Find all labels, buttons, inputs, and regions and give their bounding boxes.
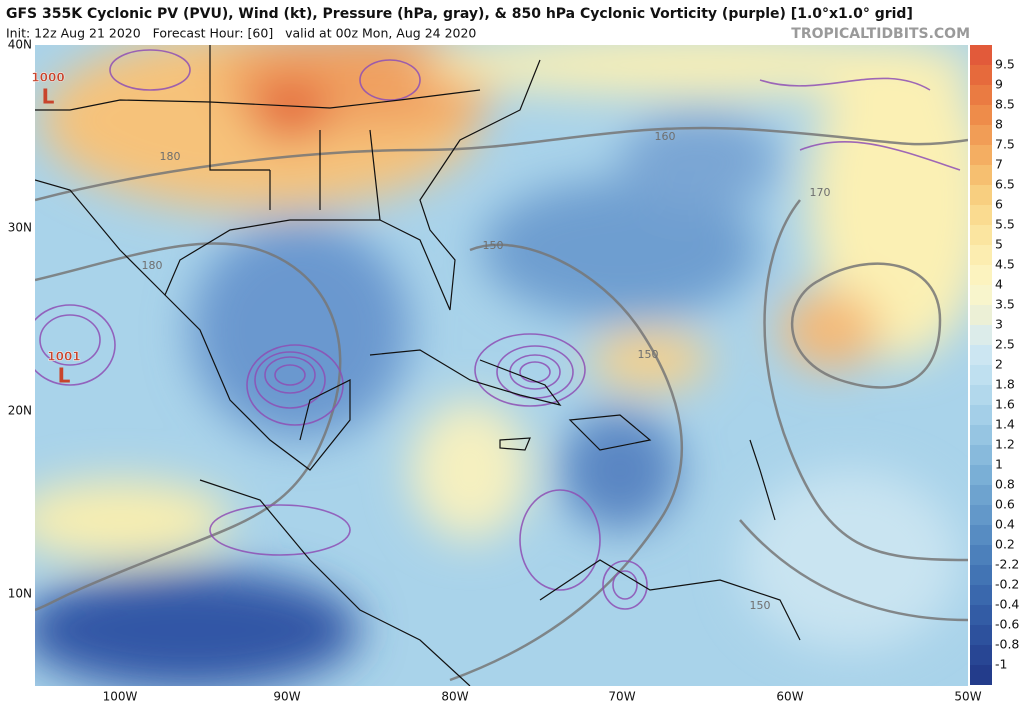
colorbar-label: 7 (995, 157, 1003, 172)
lat-label: 20N (8, 404, 32, 418)
colorbar-swatch (970, 485, 992, 505)
lon-label: 80W (441, 690, 468, 704)
colorbar-label: -0.4 (995, 597, 1019, 612)
colorbar-label: 2.5 (995, 337, 1015, 352)
colorbar-swatch (970, 165, 992, 185)
colorbar-label: 1.4 (995, 417, 1015, 432)
colorbar-swatch (970, 285, 992, 305)
contour-label: 160 (655, 130, 676, 143)
colorbar-swatch (970, 185, 992, 205)
colorbar-swatch (970, 445, 992, 465)
low-symbol: L (58, 364, 71, 388)
lon-label: 70W (608, 690, 635, 704)
colorbar-label: 1.2 (995, 437, 1015, 452)
low-pressure: 1000 (31, 71, 64, 85)
low-pressure: 1001 (47, 350, 80, 364)
lat-label: 30N (8, 221, 32, 235)
colorbar-swatch (970, 525, 992, 545)
colorbar-label: 3 (995, 317, 1003, 332)
low-symbol: L (42, 85, 55, 109)
colorbar-swatch (970, 585, 992, 605)
lon-label: 60W (776, 690, 803, 704)
colorbar-label: 6 (995, 197, 1003, 212)
colorbar-swatch (970, 305, 992, 325)
colorbar-swatch (970, 425, 992, 445)
colorbar-label: 7.5 (995, 137, 1015, 152)
colorbar-label: 1.8 (995, 377, 1015, 392)
colorbar-label: 4 (995, 277, 1003, 292)
colorbar-label: 9 (995, 77, 1003, 92)
contour-label: 180 (142, 259, 163, 272)
colorbar-label: -0.6 (995, 617, 1019, 632)
lon-label: 50W (954, 690, 981, 704)
colorbar-label: -0.8 (995, 637, 1019, 652)
colorbar-swatch (970, 465, 992, 485)
colorbar-label: 4.5 (995, 257, 1015, 272)
colorbar-swatch (970, 665, 992, 685)
colorbar-swatch (970, 65, 992, 85)
colorbar-swatch (970, 505, 992, 525)
lat-label: 10N (8, 587, 32, 601)
colorbar-label: 2 (995, 357, 1003, 372)
colorbar-label: 0.4 (995, 517, 1015, 532)
colorbar-label: -1 (995, 657, 1007, 672)
colorbar-label: -2.2 (995, 557, 1019, 572)
colorbar-label: 3.5 (995, 297, 1015, 312)
colorbar-swatch (970, 345, 992, 365)
colorbar-label: 0.6 (995, 497, 1015, 512)
colorbar-swatch (970, 405, 992, 425)
colorbar: 9.5 9 8.5 8 7.5 7 6.5 6 5.5 5 4.5 4 3.5 3 2.5 2 1.8 1.6 1.… (970, 45, 1019, 685)
colorbar-label: 5.5 (995, 217, 1015, 232)
colorbar-swatch (970, 85, 992, 105)
colorbar-swatch (970, 205, 992, 225)
colorbar-label: 0.8 (995, 477, 1015, 492)
colorbar-label: 0.2 (995, 537, 1015, 552)
colorbar-swatch (970, 325, 992, 345)
colorbar-swatch (970, 265, 992, 285)
title: GFS 355K Cyclonic PV (PVU), Wind (kt), P… (6, 6, 913, 22)
credit: TROPICALTIDBITS.COM (791, 26, 970, 42)
contour-label: 180 (160, 150, 181, 163)
contour-label: 170 (810, 186, 831, 199)
colorbar-swatch (970, 365, 992, 385)
colorbar-label: 5 (995, 237, 1003, 252)
colorbar-swatch (970, 225, 992, 245)
colorbar-label: 1.6 (995, 397, 1015, 412)
contour-label: 150 (483, 239, 504, 252)
map (35, 45, 968, 686)
colorbar-swatch (970, 45, 992, 65)
colorbar-swatch (970, 545, 992, 565)
colorbar-label: -0.2 (995, 577, 1019, 592)
colorbar-swatch (970, 385, 992, 405)
colorbar-label: 6.5 (995, 177, 1015, 192)
colorbar-label: 1 (995, 457, 1003, 472)
contour-label: 150 (638, 348, 659, 361)
colorbar-swatch (970, 625, 992, 645)
lon-label: 90W (273, 690, 300, 704)
contour-label: 150 (750, 599, 771, 612)
colorbar-label: 8.5 (995, 97, 1015, 112)
lat-label: 40N (8, 38, 32, 52)
colorbar-label: 9.5 (995, 57, 1015, 72)
init-line: Init: 12z Aug 21 2020 Forecast Hour: [60… (6, 26, 476, 41)
colorbar-swatch (970, 125, 992, 145)
colorbar-swatch (970, 245, 992, 265)
colorbar-swatch (970, 605, 992, 625)
colorbar-swatch (970, 565, 992, 585)
lon-label: 100W (103, 690, 138, 704)
colorbar-swatch (970, 105, 992, 125)
colorbar-swatch (970, 645, 992, 665)
colorbar-label: 8 (995, 117, 1003, 132)
colorbar-swatch (970, 145, 992, 165)
